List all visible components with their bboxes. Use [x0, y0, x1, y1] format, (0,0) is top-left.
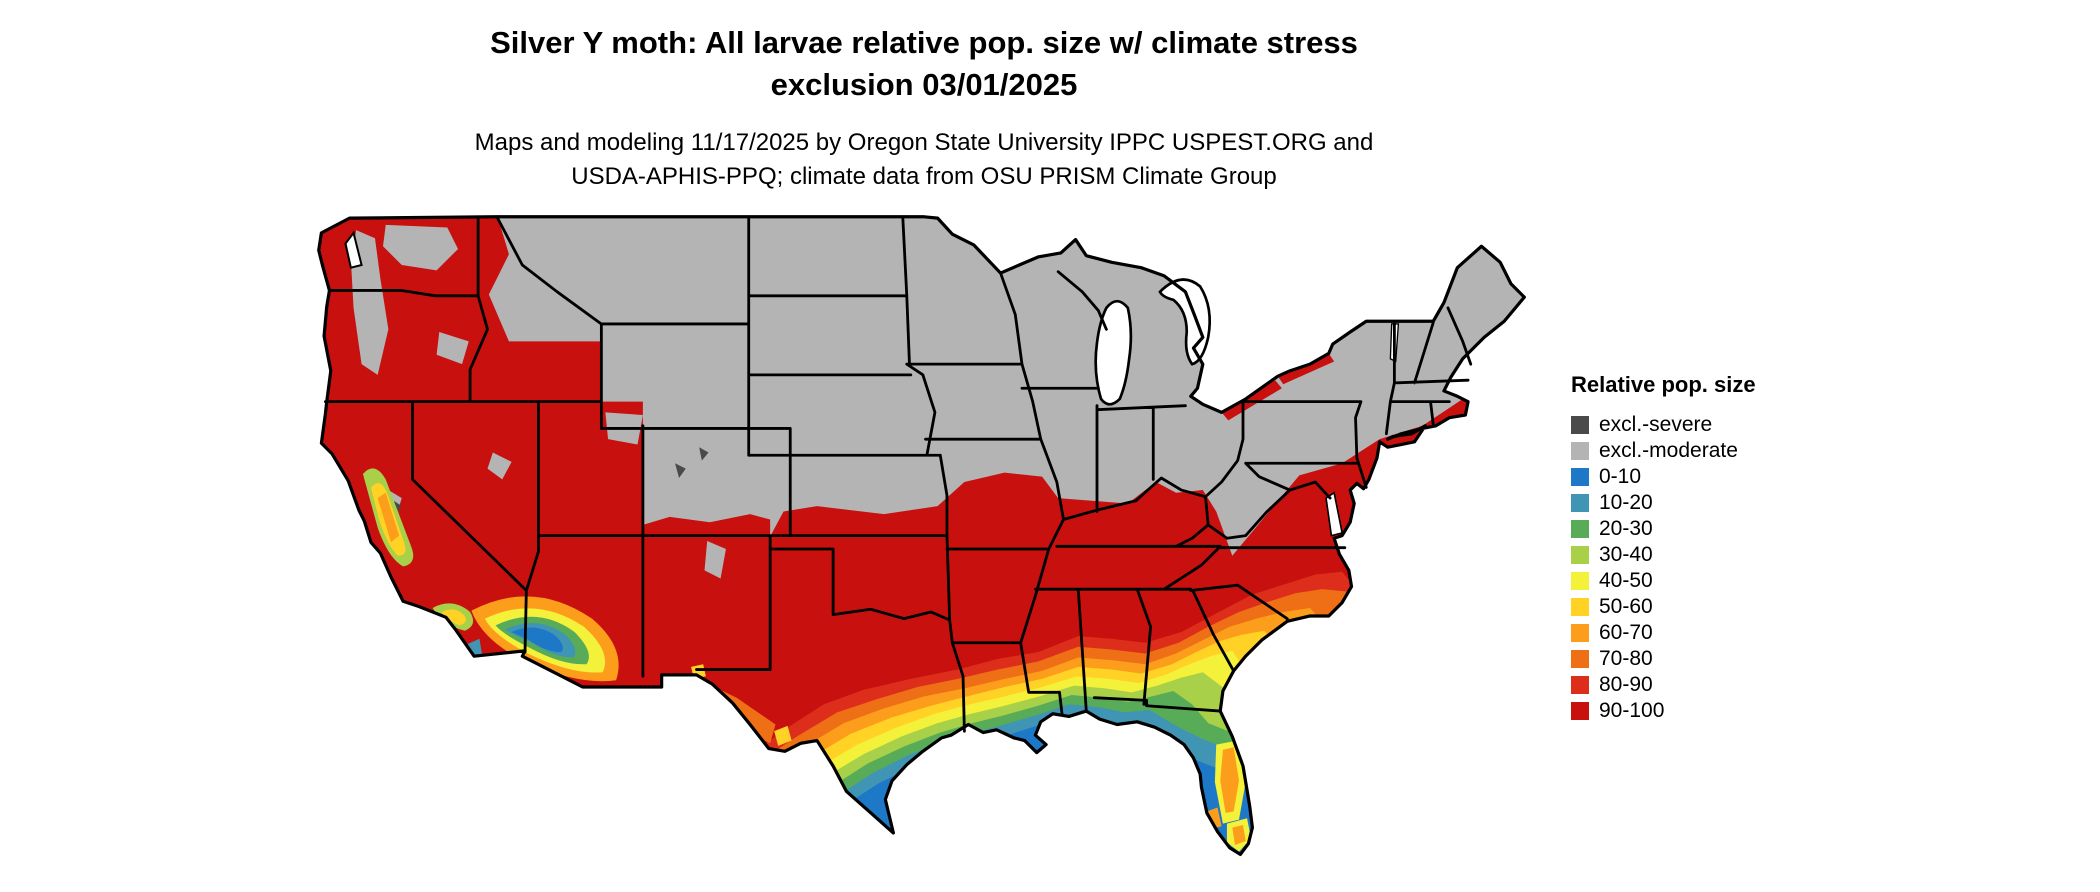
region-nevada-gray	[487, 452, 512, 480]
la-basin-inner	[441, 609, 466, 626]
legend-swatch	[1571, 598, 1589, 616]
legend-label: 90-100	[1599, 699, 1665, 722]
us-map-svg	[317, 215, 1526, 857]
legend-label: 0-10	[1599, 465, 1642, 488]
legend-swatch	[1571, 520, 1589, 538]
legend-label: 70-80	[1599, 647, 1653, 670]
legend-swatch	[1571, 442, 1589, 460]
legend-label: excl.-severe	[1599, 413, 1713, 436]
legend-item: 30-40	[1571, 542, 1871, 568]
central-valley-core	[377, 492, 400, 543]
legend-item: 20-30	[1571, 516, 1871, 542]
legend-item: excl.-moderate	[1571, 438, 1871, 464]
legend-swatch	[1571, 676, 1589, 694]
legend-item: 90-100	[1571, 698, 1871, 724]
legend-item: 80-90	[1571, 672, 1871, 698]
region-okanogan-gray	[383, 224, 459, 271]
puget-sound	[344, 230, 363, 269]
legend-swatch	[1571, 650, 1589, 668]
region-east-oregon-gray	[436, 331, 469, 365]
region-severe-rockies-2	[699, 447, 709, 461]
region-south-colorado-high	[642, 514, 771, 536]
figure-subtitle-line1: Maps and modeling 11/17/2025 by Oregon S…	[474, 129, 1374, 156]
florida-tip-orange	[1232, 824, 1246, 846]
legend: Relative pop. size excl.-severe excl.-mod…	[1571, 372, 1871, 724]
legend-item: 50-60	[1571, 594, 1871, 620]
legend-item: excl.-severe	[1571, 412, 1871, 438]
legend-swatch	[1571, 494, 1589, 512]
legend-items: excl.-severe excl.-moderate 0-10 10-20 20-30…	[1571, 412, 1871, 724]
legend-label: 20-30	[1599, 517, 1653, 540]
figure-title-line1: Silver Y moth: All larvae relative pop. …	[490, 25, 1358, 60]
legend-label: 30-40	[1599, 543, 1653, 566]
us-outline	[317, 215, 1526, 857]
figure-title-line2: exclusion 03/01/2025	[770, 67, 1078, 102]
legend-label: 80-90	[1599, 673, 1653, 696]
legend-swatch	[1571, 416, 1589, 434]
legend-item: 10-20	[1571, 490, 1871, 516]
legend-swatch	[1571, 702, 1589, 720]
legend-item: 70-80	[1571, 646, 1871, 672]
legend-swatch	[1571, 468, 1589, 486]
legend-label: 10-20	[1599, 491, 1653, 514]
legend-title: Relative pop. size	[1571, 372, 1756, 397]
legend-label: 50-60	[1599, 595, 1653, 618]
region-north-nm-gray	[704, 540, 726, 579]
figure-title: Silver Y moth: All larvae relative pop. …	[0, 22, 1848, 106]
big-bend-yellow	[774, 725, 792, 746]
legend-label: excl.-moderate	[1599, 439, 1738, 462]
state-borders	[324, 215, 1473, 733]
figure-subtitle: Maps and modeling 11/17/2025 by Oregon S…	[0, 126, 1848, 194]
figure-subtitle-line2: USDA-APHIS-PPQ; climate data from OSU PR…	[571, 163, 1277, 190]
legend-item: 60-70	[1571, 620, 1871, 646]
florida-ridge-orange	[1220, 747, 1239, 813]
legend-item: 0-10	[1571, 464, 1871, 490]
region-severe-rockies-1	[675, 463, 686, 479]
region-lake-ontario-shore-high	[1277, 353, 1335, 385]
legend-swatch	[1571, 546, 1589, 564]
legend-label: 40-50	[1599, 569, 1653, 592]
legend-swatch	[1571, 624, 1589, 642]
legend-label: 60-70	[1599, 621, 1653, 644]
legend-swatch	[1571, 572, 1589, 590]
legend-item: 40-50	[1571, 568, 1871, 594]
us-map	[308, 214, 1527, 884]
